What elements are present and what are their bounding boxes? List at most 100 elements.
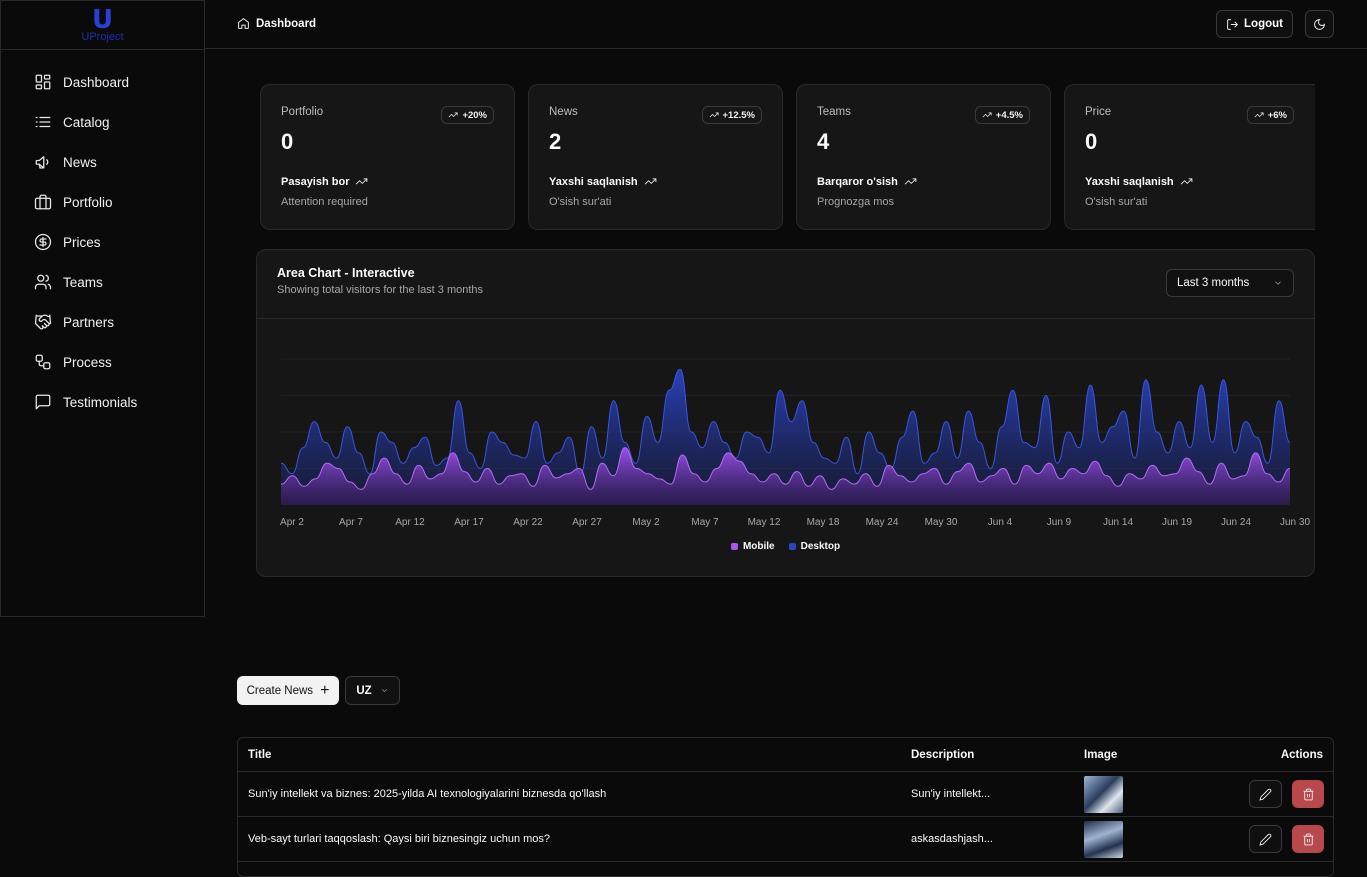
- area-chart-plot[interactable]: Apr 2 Apr 7 Apr 12 Apr 17 Apr 22 Apr 27 May 2 M…: [257, 319, 1314, 536]
- legend-swatch: [730, 542, 738, 550]
- logo[interactable]: U UProject: [1, 1, 204, 50]
- stat-card-teams: Teams +4.5% 4 Barqaror o'sish Prognozga …: [796, 84, 1051, 230]
- home-icon: [238, 18, 249, 29]
- sidebar-item-teams[interactable]: Teams: [1, 262, 204, 302]
- workflow-icon: [35, 354, 51, 370]
- handshake-icon: [34, 314, 52, 330]
- stat-trend: Yaxshi saqlanish: [549, 175, 657, 188]
- stat-label: News: [549, 106, 578, 118]
- logout-button[interactable]: Logout: [1216, 10, 1293, 38]
- x-tick-label: May 18: [807, 517, 840, 528]
- x-tick-label: May 24: [866, 517, 899, 528]
- chart-title: Area Chart - Interactive: [277, 266, 415, 280]
- news-title: Sun'iy intellekt va biznes: 2025-yilda A…: [248, 788, 607, 800]
- sidebar-item-dashboard[interactable]: Dashboard: [1, 62, 204, 102]
- stat-trend: Barqaror o'sish: [817, 175, 917, 188]
- pencil-icon: [1259, 788, 1272, 801]
- briefcase-icon: [34, 194, 52, 210]
- column-header-actions[interactable]: Actions: [1280, 749, 1323, 761]
- x-tick-label: Apr 27: [572, 517, 602, 528]
- trending-up-icon: [982, 112, 992, 118]
- series-line-desktop: [280, 368, 1291, 475]
- list-icon: [35, 116, 51, 128]
- stat-subtext: Prognozga mos: [817, 196, 895, 208]
- dashboard-icon: [35, 74, 51, 90]
- x-tick-label: Jun 4: [988, 517, 1013, 528]
- sidebar-item-prices[interactable]: Prices: [1, 222, 204, 262]
- stat-value: 4: [817, 129, 830, 154]
- sidebar-item-label: Testimonials: [63, 394, 138, 410]
- table-row[interactable]: Veb-sayt turlari taqqoslash: Qaysi biri …: [238, 817, 1333, 862]
- sidebar-item-testimonials[interactable]: Testimonials: [1, 382, 204, 422]
- x-tick-label: Apr 7: [339, 517, 363, 528]
- delete-button[interactable]: [1292, 780, 1324, 808]
- trash-icon: [1303, 788, 1313, 800]
- legend-label: Desktop: [800, 541, 841, 552]
- sidebar-item-label: Dashboard: [63, 74, 130, 90]
- stat-card-price: Price +6% 0 Yaxshi saqlanish O'sish sur'…: [1064, 84, 1315, 230]
- stat-trend-label: Yaxshi saqlanish: [1085, 175, 1174, 188]
- x-tick-label: Jun 9: [1047, 517, 1072, 528]
- trending-up-icon: [904, 178, 917, 185]
- stat-trend: Yaxshi saqlanish: [1085, 175, 1193, 188]
- series-area-mobile: [281, 447, 1290, 505]
- news-description: askasdashjash...: [911, 833, 993, 845]
- sidebar-item-partners[interactable]: Partners: [1, 302, 204, 342]
- news-thumbnail: [1084, 776, 1123, 813]
- stat-label: Portfolio: [281, 106, 324, 118]
- language-select[interactable]: UZ: [345, 676, 400, 705]
- create-news-button[interactable]: Create News +: [237, 676, 339, 705]
- news-thumbnail: [1084, 821, 1123, 858]
- delete-button[interactable]: [1292, 825, 1324, 853]
- sidebar-item-catalog[interactable]: Catalog: [1, 102, 204, 142]
- language-value: UZ: [356, 684, 372, 697]
- news-table: Title Description Image Actions Sun'iy i…: [237, 737, 1334, 877]
- chart-header: Area Chart - Interactive Showing total v…: [257, 250, 1314, 319]
- edit-button[interactable]: [1249, 825, 1282, 853]
- breadcrumb-label: Dashboard: [256, 17, 317, 30]
- x-tick-label: Jun 24: [1221, 517, 1251, 528]
- message-square-icon: [35, 394, 51, 410]
- column-header-title[interactable]: Title: [248, 749, 272, 761]
- x-tick-label: Jun 19: [1162, 517, 1192, 528]
- x-tick-label: Apr 12: [395, 517, 425, 528]
- sidebar-item-process[interactable]: Process: [1, 342, 204, 382]
- trending-up-icon: [709, 112, 719, 118]
- x-tick-label: May 12: [748, 517, 781, 528]
- legend-item-mobile[interactable]: Mobile: [730, 541, 775, 552]
- table-header: Title Description Image Actions: [238, 738, 1333, 772]
- logout-icon: [1227, 18, 1239, 30]
- time-range-select[interactable]: Last 3 months: [1166, 269, 1294, 297]
- theme-toggle-button[interactable]: [1305, 10, 1334, 38]
- sidebar-item-portfolio[interactable]: Portfolio: [1, 182, 204, 222]
- trending-up-icon: [644, 178, 657, 185]
- stat-badge: +6%: [1246, 106, 1294, 124]
- column-header-description[interactable]: Description: [911, 749, 975, 761]
- series-area-desktop: [281, 369, 1290, 505]
- pencil-icon: [1259, 833, 1272, 846]
- edit-button[interactable]: [1249, 780, 1282, 808]
- stat-subtext: O'sish sur'ati: [1085, 196, 1148, 208]
- legend-item-desktop[interactable]: Desktop: [788, 541, 841, 552]
- x-tick-label: Jun 14: [1103, 517, 1133, 528]
- news-title: Veb-sayt turlari taqqoslash: Qaysi biri …: [248, 833, 551, 845]
- chevron-down-icon: [381, 689, 387, 693]
- stat-value: 2: [549, 129, 562, 154]
- stat-value: 0: [281, 129, 294, 154]
- megaphone-icon: [35, 156, 49, 169]
- table-row[interactable]: Sun'iy intellekt va biznes: 2025-yilda A…: [238, 772, 1333, 817]
- trending-up-icon: [1254, 112, 1264, 118]
- time-range-value: Last 3 months: [1177, 277, 1250, 289]
- sidebar-item-news[interactable]: News: [1, 142, 204, 182]
- trending-up-icon: [449, 112, 458, 118]
- column-header-image[interactable]: Image: [1084, 749, 1118, 761]
- top-bar: Dashboard Logout: [205, 0, 1367, 49]
- breadcrumb[interactable]: Dashboard: [237, 17, 316, 30]
- sidebar-item-label: News: [63, 154, 97, 170]
- stat-badge-value: +12.5%: [722, 109, 756, 121]
- stat-trend-label: Yaxshi saqlanish: [549, 175, 638, 188]
- moon-icon: [1314, 18, 1325, 30]
- users-icon: [34, 274, 52, 290]
- news-description: Sun'iy intellekt...: [911, 788, 991, 800]
- chart-legend: Mobile Desktop: [257, 541, 1314, 552]
